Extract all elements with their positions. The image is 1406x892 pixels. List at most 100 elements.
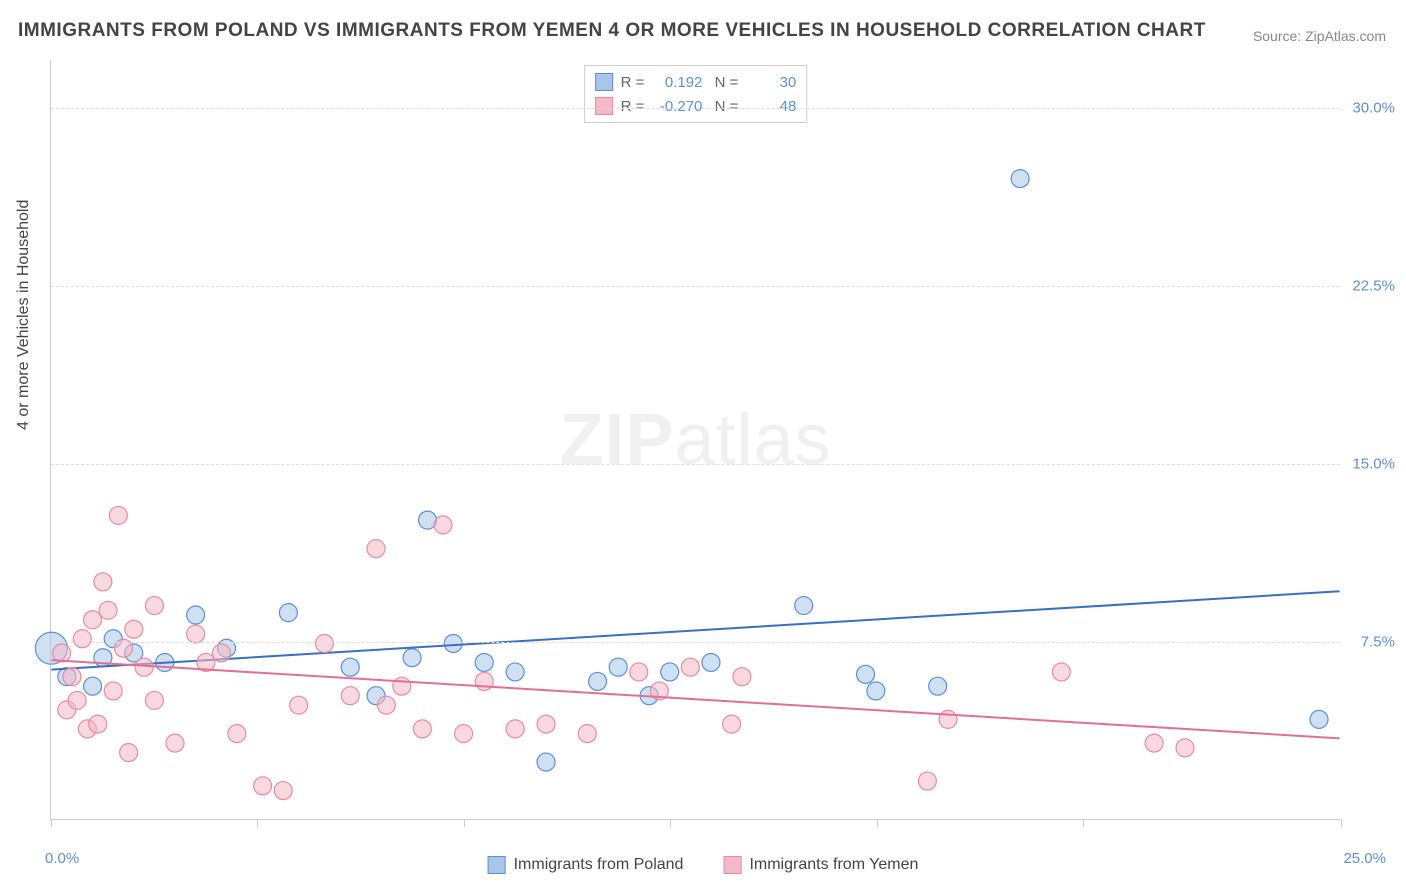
n-value-poland: 30 (746, 74, 796, 91)
data-point (661, 663, 679, 681)
legend-swatch-poland (488, 856, 506, 874)
data-point (702, 653, 720, 671)
data-point (135, 658, 153, 676)
data-point (537, 715, 555, 733)
data-point (63, 668, 81, 686)
stats-row-poland: R = 0.192 N = 30 (595, 70, 797, 94)
data-point (681, 658, 699, 676)
data-point (145, 597, 163, 615)
n-value-yemen: 48 (746, 98, 796, 115)
chart-svg (51, 60, 1340, 819)
data-point (89, 715, 107, 733)
data-point (84, 611, 102, 629)
y-tick-label: 15.0% (1352, 455, 1395, 472)
y-tick-label: 7.5% (1361, 633, 1395, 650)
data-point (341, 658, 359, 676)
data-point (1310, 710, 1328, 728)
data-point (506, 663, 524, 681)
data-point (723, 715, 741, 733)
data-point (228, 725, 246, 743)
source-label: Source: ZipAtlas.com (1253, 28, 1386, 44)
y-axis-label: 4 or more Vehicles in Household (15, 200, 33, 430)
gridline (51, 286, 1340, 287)
data-point (187, 606, 205, 624)
x-tick (464, 819, 465, 827)
legend-label-yemen: Immigrants from Yemen (749, 856, 918, 874)
data-point (434, 516, 452, 534)
x-tick (51, 819, 52, 827)
data-point (413, 720, 431, 738)
x-tick (257, 819, 258, 827)
data-point (393, 677, 411, 695)
legend-swatch-yemen (723, 856, 741, 874)
data-point (1145, 734, 1163, 752)
data-point (506, 720, 524, 738)
y-tick-label: 22.5% (1352, 277, 1395, 294)
plot-area: ZIPatlas R = 0.192 N = 30 R = -0.270 N =… (50, 60, 1340, 820)
data-point (939, 710, 957, 728)
data-point (475, 653, 493, 671)
data-point (537, 753, 555, 771)
data-point (279, 604, 297, 622)
legend-item-yemen: Immigrants from Yemen (723, 856, 918, 874)
trend-line (51, 591, 1339, 669)
data-point (578, 725, 596, 743)
data-point (733, 668, 751, 686)
data-point (857, 665, 875, 683)
data-point (290, 696, 308, 714)
data-point (125, 620, 143, 638)
legend-label-poland: Immigrants from Poland (514, 856, 684, 874)
data-point (212, 644, 230, 662)
data-point (377, 696, 395, 714)
data-point (609, 658, 627, 676)
stats-row-yemen: R = -0.270 N = 48 (595, 94, 797, 118)
data-point (589, 672, 607, 690)
bottom-legend: Immigrants from Poland Immigrants from Y… (488, 856, 919, 874)
x-tick (670, 819, 671, 827)
chart-title: IMMIGRANTS FROM POLAND VS IMMIGRANTS FRO… (18, 20, 1206, 42)
data-point (166, 734, 184, 752)
gridline (51, 108, 1340, 109)
data-point (84, 677, 102, 695)
data-point (867, 682, 885, 700)
data-point (109, 506, 127, 524)
gridline (51, 464, 1340, 465)
legend-item-poland: Immigrants from Poland (488, 856, 684, 874)
r-value-yemen: -0.270 (652, 98, 702, 115)
x-axis-max-label: 25.0% (1343, 850, 1386, 867)
data-point (104, 682, 122, 700)
data-point (94, 573, 112, 591)
data-point (455, 725, 473, 743)
data-point (145, 691, 163, 709)
data-point (274, 782, 292, 800)
data-point (444, 634, 462, 652)
data-point (254, 777, 272, 795)
data-point (1176, 739, 1194, 757)
data-point (53, 644, 71, 662)
x-tick (1083, 819, 1084, 827)
y-tick-label: 30.0% (1352, 99, 1395, 116)
data-point (367, 540, 385, 558)
data-point (341, 687, 359, 705)
gridline (51, 642, 1340, 643)
swatch-poland (595, 73, 613, 91)
data-point (918, 772, 936, 790)
r-value-poland: 0.192 (652, 74, 702, 91)
x-axis-min-label: 0.0% (45, 850, 79, 867)
swatch-yemen (595, 97, 613, 115)
stats-legend-box: R = 0.192 N = 30 R = -0.270 N = 48 (584, 65, 808, 123)
data-point (630, 663, 648, 681)
data-point (1011, 170, 1029, 188)
data-point (99, 601, 117, 619)
data-point (929, 677, 947, 695)
data-point (120, 744, 138, 762)
x-tick (877, 819, 878, 827)
data-point (795, 597, 813, 615)
data-point (187, 625, 205, 643)
data-point (68, 691, 86, 709)
data-point (403, 649, 421, 667)
data-point (1052, 663, 1070, 681)
data-point (315, 634, 333, 652)
data-point (73, 630, 91, 648)
x-tick (1341, 819, 1342, 827)
